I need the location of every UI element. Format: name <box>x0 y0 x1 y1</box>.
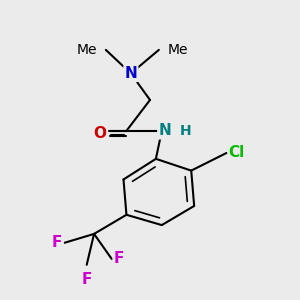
Text: Me: Me <box>168 43 188 57</box>
Text: Cl: Cl <box>229 146 245 160</box>
Text: N: N <box>124 66 137 81</box>
Text: Me: Me <box>76 43 97 57</box>
Text: O: O <box>93 126 106 141</box>
Text: F: F <box>82 272 92 287</box>
Text: F: F <box>52 235 62 250</box>
Text: N: N <box>158 123 171 138</box>
Text: F: F <box>114 251 124 266</box>
Text: H: H <box>179 124 191 138</box>
